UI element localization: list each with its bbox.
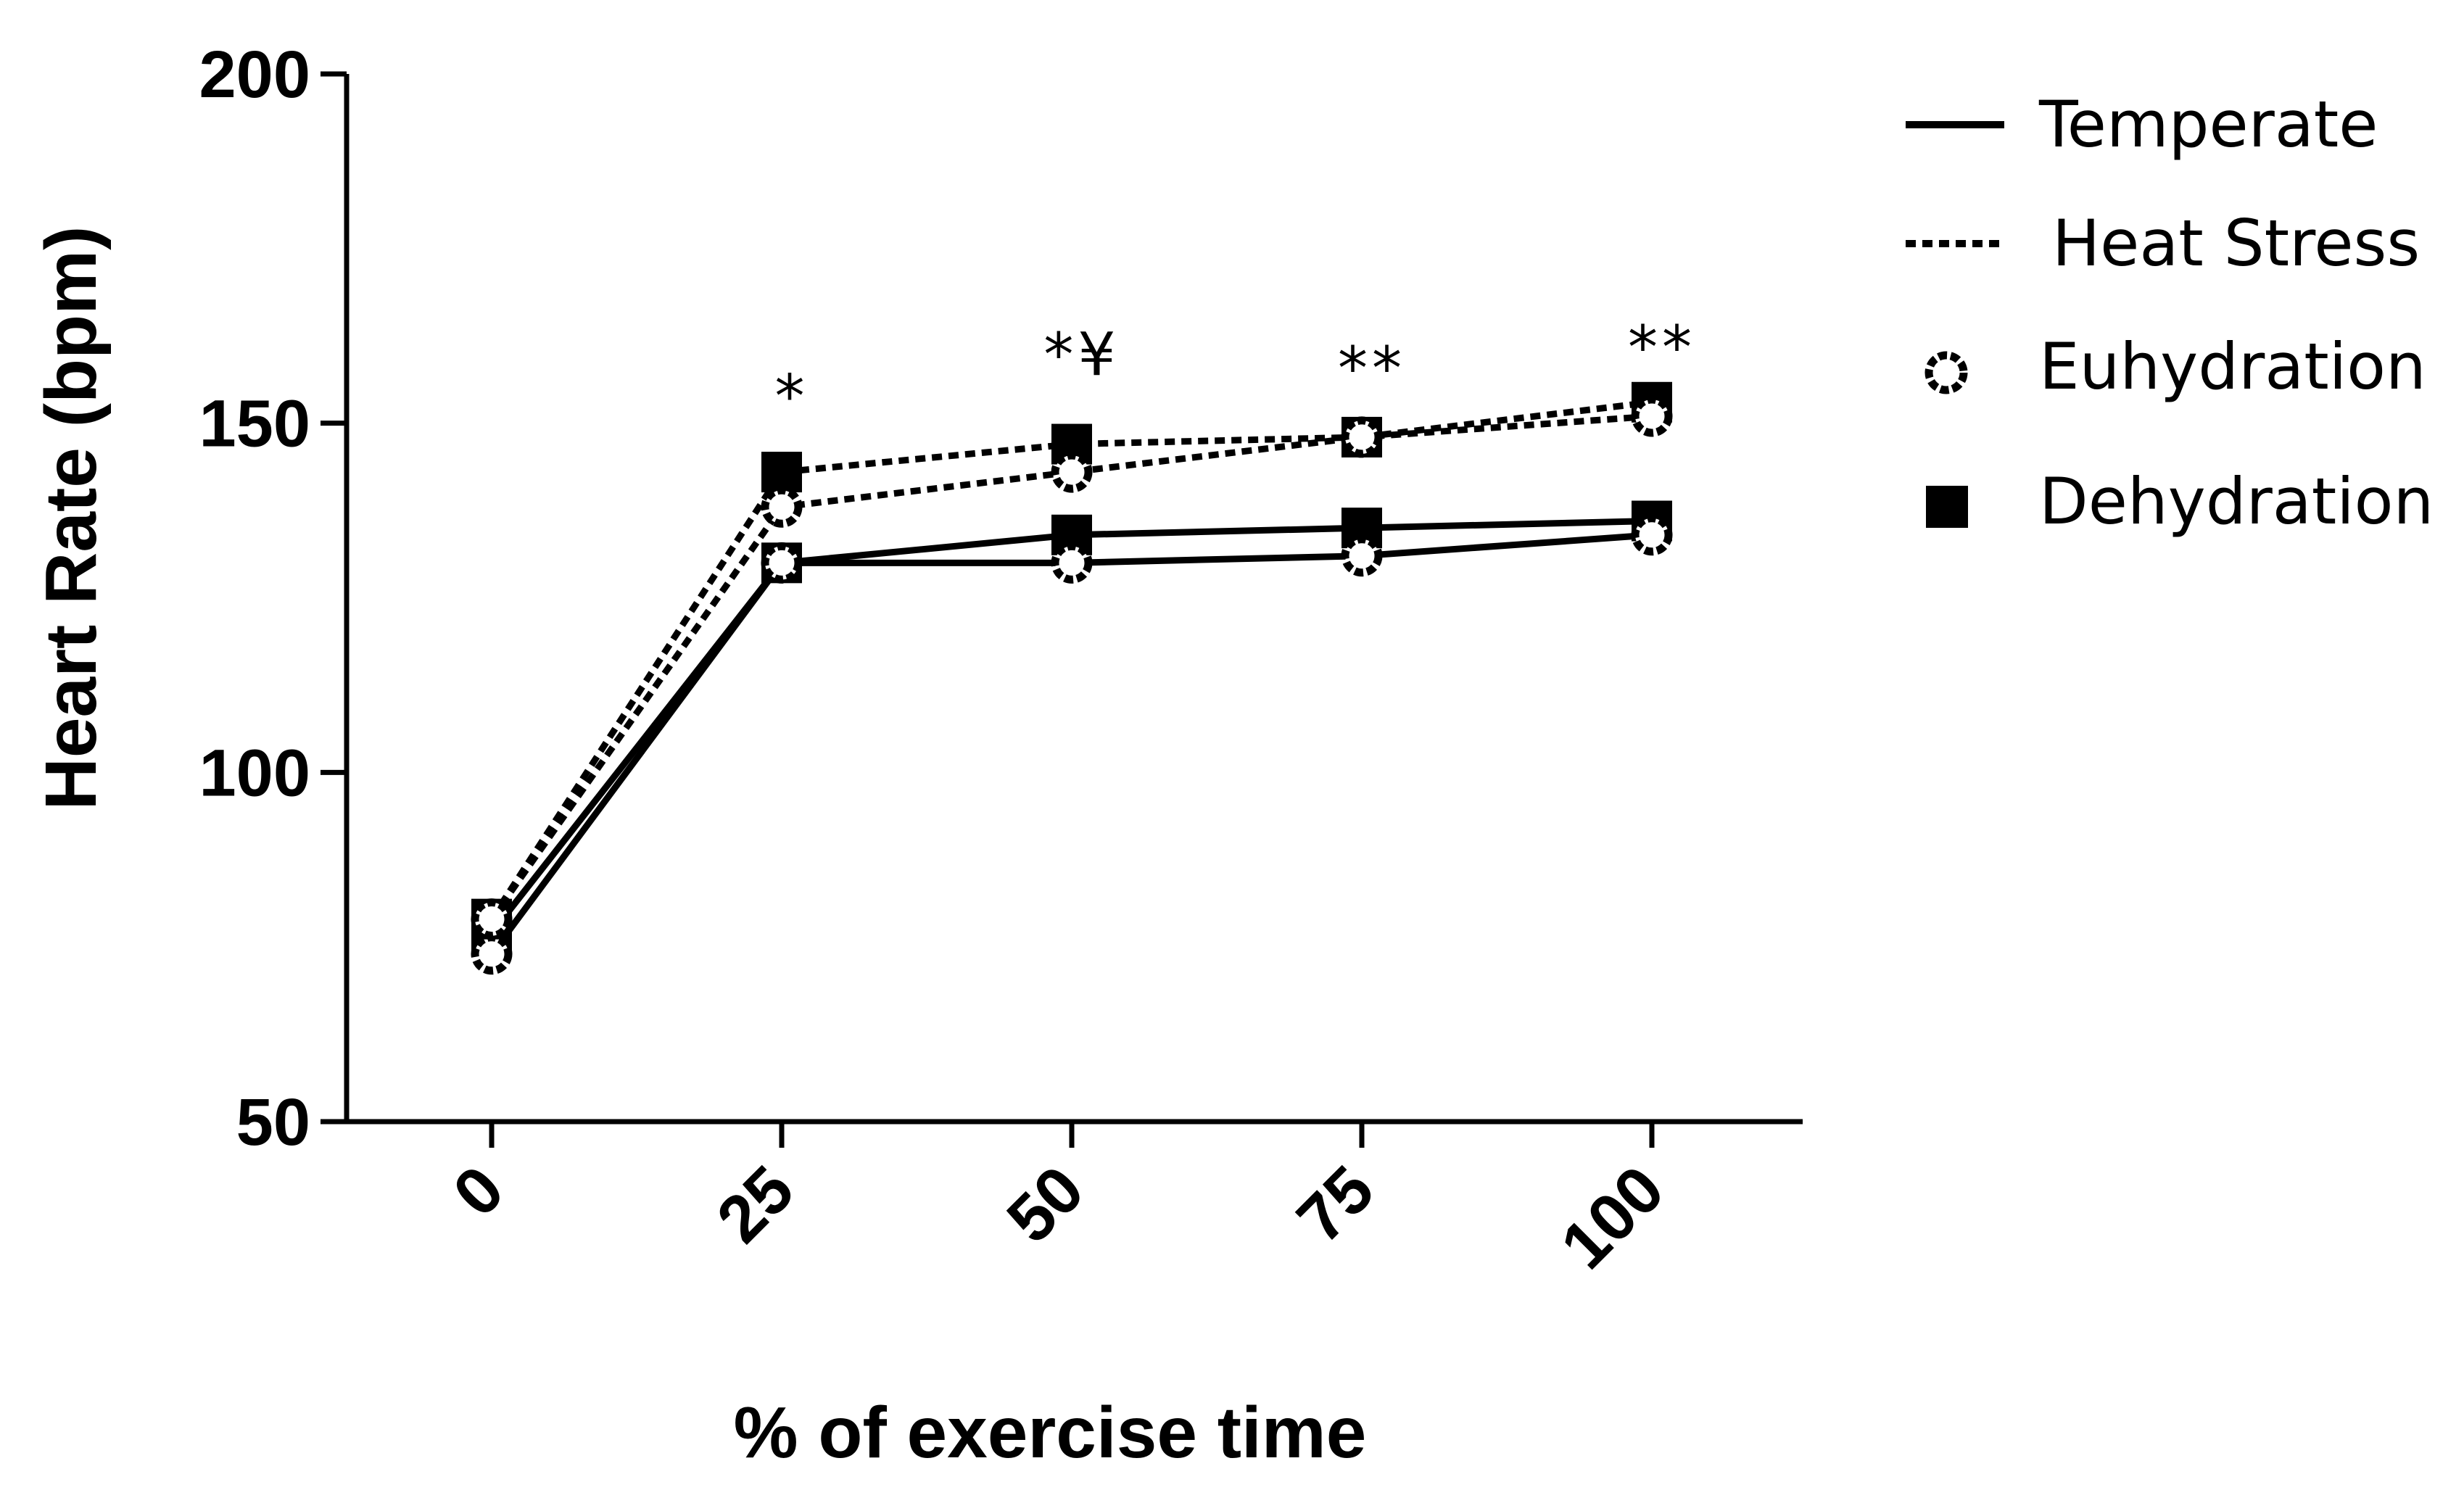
legend-swatch-circle (1925, 351, 1968, 394)
legend-label: Heat Stress (2052, 206, 2420, 281)
marker-circle-heat-stress-euhydration (761, 486, 803, 528)
significance-mark: ** (1338, 335, 1406, 404)
legend-item-euhydration: Euhydration (1925, 329, 2426, 404)
data-series (471, 381, 1673, 975)
marker-circle-temperate-euhydration (1051, 542, 1093, 584)
legend-item-heat-stress: Heat Stress (1906, 206, 2420, 281)
marker-circle-temperate-euhydration (471, 933, 513, 975)
marker-circle-heat-stress-euhydration (1051, 451, 1093, 493)
y-tick-label: 50 (236, 1085, 310, 1159)
legend: Temperate Heat Stress Euhydration Dehydrati… (1906, 87, 2434, 539)
marker-circle-heat-stress-euhydration (1631, 395, 1673, 437)
legend-label: Euhydration (2039, 329, 2426, 404)
marker-circle-temperate-euhydration (761, 542, 803, 584)
significance-mark: * (775, 363, 809, 431)
y-axis-title: Heart Rate (bpm) (30, 226, 112, 811)
legend-label: Temperate (2038, 87, 2378, 162)
marker-circle-temperate-euhydration (1631, 514, 1673, 556)
marker-circle-heat-stress-euhydration (471, 898, 513, 940)
legend-swatch-square (1926, 486, 1968, 528)
significance-mark: ** (1628, 314, 1696, 383)
marker-circle-heat-stress-euhydration (1341, 416, 1383, 458)
x-axis-title: % of exercise time (734, 1392, 1367, 1473)
y-tick-label: 150 (199, 387, 311, 461)
marker-square-heat-stress-dehydration (761, 452, 802, 493)
legend-label: Dehydration (2039, 464, 2434, 539)
y-tick-label: 100 (199, 736, 311, 810)
legend-item-dehydration: Dehydration (1926, 464, 2434, 539)
y-tick-label: 200 (199, 38, 311, 112)
significance-mark: *¥ (1043, 320, 1120, 389)
significance-annotations: * *¥ ** ** (775, 314, 1696, 431)
marker-circle-temperate-euhydration (1341, 535, 1383, 577)
legend-item-temperate: Temperate (1906, 87, 2378, 162)
series-line-heat-stress-euhydration (489, 413, 1653, 922)
